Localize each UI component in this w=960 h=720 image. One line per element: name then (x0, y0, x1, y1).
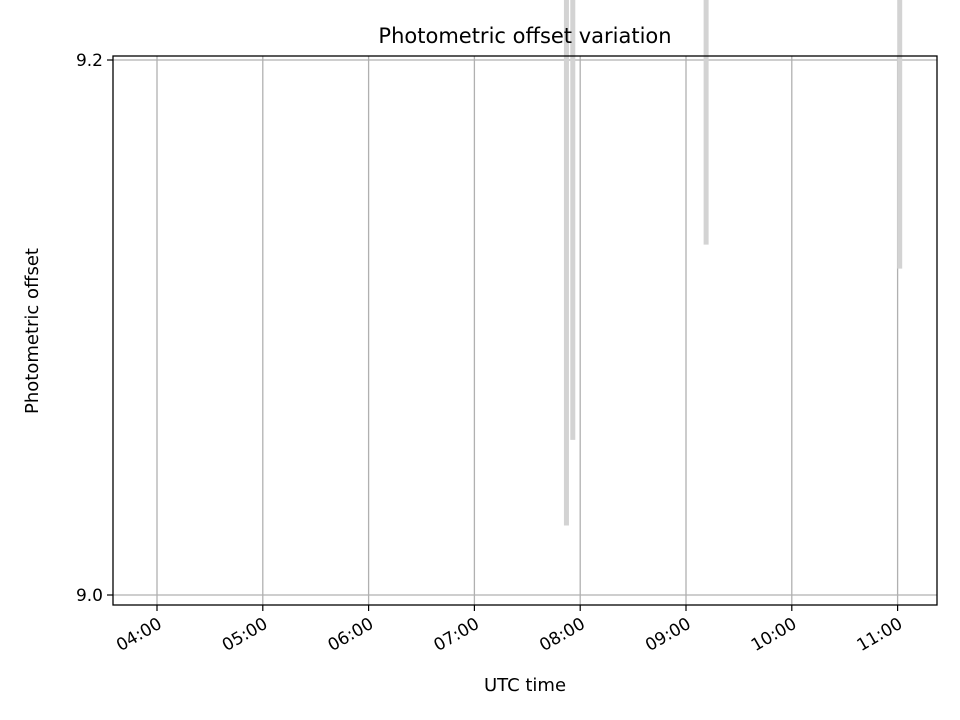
chart-title: Photometric offset variation (378, 24, 671, 48)
error-bars (563, 0, 903, 526)
x-tick-label: 08:00 (536, 614, 588, 656)
y-tick-label: 9.2 (76, 51, 103, 71)
x-tick-label: 10:00 (748, 614, 800, 656)
x-tick-label: 05:00 (219, 614, 271, 656)
grid (113, 56, 937, 605)
x-tick-label: 11:00 (854, 614, 906, 656)
x-tick-label: 07:00 (430, 614, 482, 656)
x-tick-label: 06:00 (325, 614, 377, 656)
x-tick-label: 04:00 (113, 614, 165, 656)
y-tick-label: 9.0 (76, 586, 103, 606)
x-axis-ticks: 04:00 05:00 06:00 07:00 08:00 09:00 10:00 11:00 (113, 605, 906, 656)
y-axis-label: Photometric offset (22, 248, 43, 414)
x-tick-label: 09:00 (642, 614, 694, 656)
x-axis-label: UTC time (484, 675, 566, 696)
plot-frame (112, 55, 938, 606)
y-axis-ticks: 9.09.29.49.69.810.0 (76, 51, 113, 606)
